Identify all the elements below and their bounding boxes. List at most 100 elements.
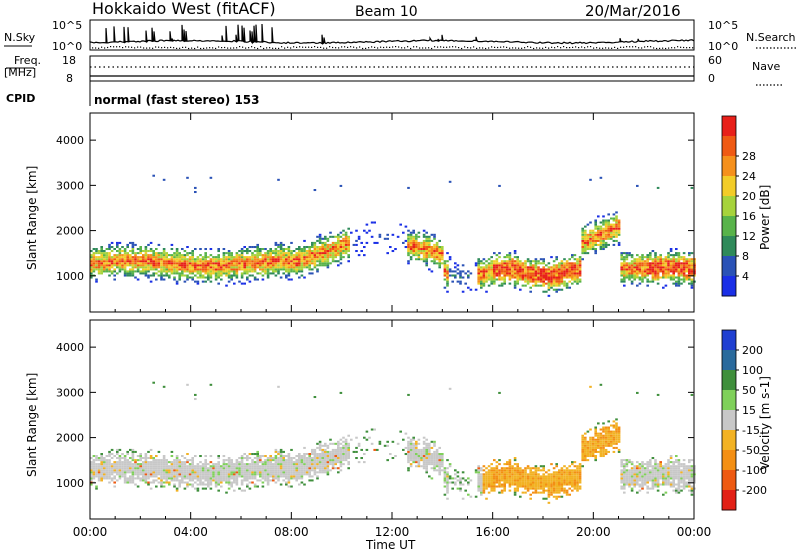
velocity-cell xyxy=(238,465,241,468)
power-cell xyxy=(550,270,553,273)
power-cell xyxy=(508,260,512,263)
power-cell xyxy=(264,272,267,275)
velocity-cell xyxy=(602,422,605,425)
velocity-cell xyxy=(116,448,119,451)
velocity-cell xyxy=(539,481,543,484)
power-cell xyxy=(435,256,439,259)
velocity-cell xyxy=(220,475,223,478)
power-cell xyxy=(578,268,582,271)
velocity-cell xyxy=(446,467,449,470)
power-cell xyxy=(415,237,418,240)
velocity-cell xyxy=(433,442,436,445)
velocity-cell xyxy=(519,477,522,480)
nsearch-point xyxy=(515,47,517,49)
power-cell xyxy=(675,264,678,267)
velocity-cell xyxy=(235,475,239,478)
velocity-cell xyxy=(209,383,213,386)
velocity-cell xyxy=(217,465,220,468)
velocity-cell xyxy=(318,471,322,474)
power-cell xyxy=(121,262,124,265)
velocity-cell xyxy=(121,457,124,460)
velocity-cell xyxy=(565,491,569,494)
power-cell xyxy=(680,262,683,265)
velocity-cell xyxy=(279,465,283,468)
power-cell xyxy=(162,248,166,251)
velocity-cell xyxy=(123,479,127,482)
power-cell xyxy=(181,268,184,271)
velocity-cell xyxy=(251,461,254,464)
velocity-cell xyxy=(407,455,410,458)
power-cell xyxy=(602,229,605,232)
power-cell xyxy=(100,250,103,253)
nsearch-point xyxy=(296,46,298,48)
velocity-cell xyxy=(446,473,449,476)
velocity-cell xyxy=(287,469,291,472)
power-cell xyxy=(643,274,647,277)
velocity-cell xyxy=(144,461,148,464)
power-cell xyxy=(620,280,623,283)
power-cell xyxy=(537,268,540,271)
power-cell xyxy=(313,246,317,249)
power-cell xyxy=(547,294,551,297)
velocity-cell xyxy=(165,459,168,462)
velocity-cell xyxy=(529,497,532,500)
power-cell xyxy=(594,221,597,224)
velocity-cell xyxy=(339,469,343,472)
power-cell xyxy=(253,264,257,267)
power-cell xyxy=(581,233,584,236)
power-cell xyxy=(344,239,348,242)
velocity-cell xyxy=(529,475,532,478)
power-cell xyxy=(602,223,605,226)
power-cell xyxy=(560,282,564,285)
power-cell xyxy=(636,268,639,271)
power-cell xyxy=(134,252,137,255)
velocity-cell xyxy=(113,461,116,464)
velocity-cell xyxy=(409,440,413,443)
velocity-cell xyxy=(251,467,254,470)
power-cell xyxy=(664,284,668,287)
power-cell xyxy=(669,278,673,281)
power-cell xyxy=(147,264,150,267)
velocity-cell xyxy=(201,463,205,466)
power-cell xyxy=(672,268,675,271)
power-cell xyxy=(656,272,660,275)
power-cell xyxy=(690,252,694,255)
velocity-cell xyxy=(298,463,301,466)
power-cell xyxy=(204,252,207,255)
velocity-cell xyxy=(136,485,140,488)
velocity-cell xyxy=(493,479,496,482)
power-cell xyxy=(212,272,215,275)
power-cell xyxy=(490,264,493,267)
power-cell xyxy=(677,268,681,271)
velocity-cell xyxy=(532,481,535,484)
power-cell xyxy=(558,278,561,281)
power-cell xyxy=(480,268,483,271)
power-cell xyxy=(589,243,592,246)
power-cell xyxy=(214,268,218,271)
velocity-cell xyxy=(438,471,441,474)
velocity-cell xyxy=(480,475,483,478)
power-cell xyxy=(636,184,639,187)
velocity-cell xyxy=(586,442,590,445)
velocity-cell xyxy=(558,479,561,482)
power-cell xyxy=(633,268,636,271)
power-cell xyxy=(547,286,551,289)
power-cell xyxy=(118,260,122,263)
velocity-cell xyxy=(329,453,332,456)
power-cell xyxy=(589,237,592,240)
power-cell xyxy=(526,282,530,285)
nsearch-tick-low: 10^0 xyxy=(708,40,738,53)
power-cell xyxy=(266,264,270,267)
velocity-cell xyxy=(339,438,343,441)
power-cell xyxy=(199,274,202,277)
power-cell xyxy=(95,258,98,261)
velocity-cell xyxy=(183,457,187,460)
nsearch-point xyxy=(500,46,502,48)
power-cell xyxy=(677,264,681,267)
velocity-cell xyxy=(181,471,184,474)
power-cell xyxy=(272,250,275,253)
velocity-cell xyxy=(337,446,340,449)
y-tick-label: 1000 xyxy=(56,270,84,283)
power-cell xyxy=(420,252,423,255)
nsearch-point xyxy=(605,47,607,49)
